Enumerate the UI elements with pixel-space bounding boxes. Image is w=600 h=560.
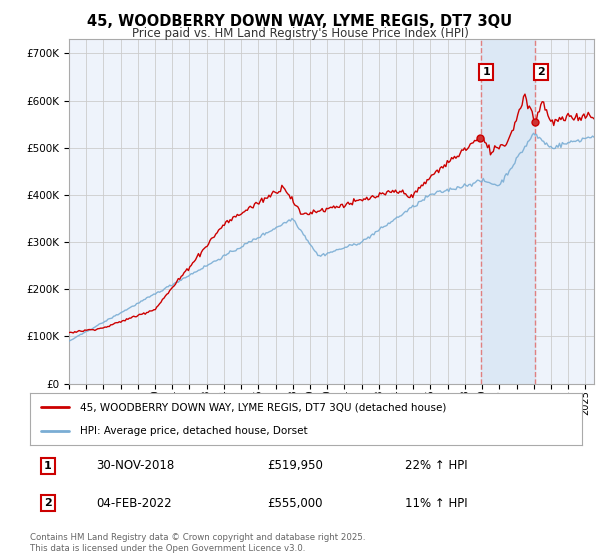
Text: 1: 1 [482, 67, 490, 77]
Text: 2: 2 [537, 67, 545, 77]
Text: 04-FEB-2022: 04-FEB-2022 [96, 497, 172, 510]
Text: 45, WOODBERRY DOWN WAY, LYME REGIS, DT7 3QU: 45, WOODBERRY DOWN WAY, LYME REGIS, DT7 … [88, 14, 512, 29]
Text: 22% ↑ HPI: 22% ↑ HPI [406, 459, 468, 473]
Text: £519,950: £519,950 [268, 459, 323, 473]
Text: HPI: Average price, detached house, Dorset: HPI: Average price, detached house, Dors… [80, 426, 307, 436]
Text: Price paid vs. HM Land Registry's House Price Index (HPI): Price paid vs. HM Land Registry's House … [131, 27, 469, 40]
Text: 2: 2 [44, 498, 52, 508]
Text: £555,000: £555,000 [268, 497, 323, 510]
Text: 11% ↑ HPI: 11% ↑ HPI [406, 497, 468, 510]
Bar [481, 39, 535, 384]
Text: 30-NOV-2018: 30-NOV-2018 [96, 459, 175, 473]
Text: 45, WOODBERRY DOWN WAY, LYME REGIS, DT7 3QU (detached house): 45, WOODBERRY DOWN WAY, LYME REGIS, DT7 … [80, 402, 446, 412]
Text: Contains HM Land Registry data © Crown copyright and database right 2025.
This d: Contains HM Land Registry data © Crown c… [30, 533, 365, 553]
Text: 1: 1 [44, 461, 52, 471]
